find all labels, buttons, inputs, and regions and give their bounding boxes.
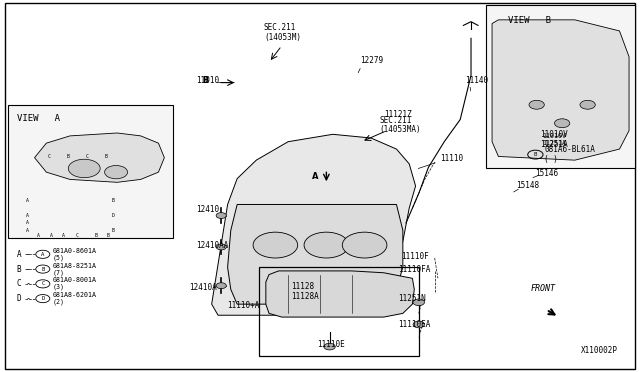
Polygon shape xyxy=(266,271,414,317)
Text: 11128
11128A: 11128 11128A xyxy=(291,282,319,301)
Circle shape xyxy=(304,232,349,258)
Text: 15148: 15148 xyxy=(516,182,540,190)
Text: SEC.211
(14053M): SEC.211 (14053M) xyxy=(264,23,301,42)
Text: A: A xyxy=(26,228,28,233)
Text: FRONT: FRONT xyxy=(531,284,556,293)
Text: 11110EA: 11110EA xyxy=(397,320,430,329)
Text: VIEW   A: VIEW A xyxy=(17,114,60,123)
Text: B: B xyxy=(105,154,108,159)
Polygon shape xyxy=(228,205,403,304)
Text: 11110+A: 11110+A xyxy=(228,301,260,311)
Text: 081A8-8251A
(7): 081A8-8251A (7) xyxy=(52,263,97,276)
Text: A: A xyxy=(50,233,52,238)
Circle shape xyxy=(413,299,424,306)
Circle shape xyxy=(580,100,595,109)
Bar xyxy=(8,105,173,238)
Text: A: A xyxy=(26,213,28,218)
Text: 11110E: 11110E xyxy=(317,340,344,349)
Text: C -: C - xyxy=(17,279,31,288)
Text: B: B xyxy=(111,198,115,203)
Text: 12279: 12279 xyxy=(360,56,383,65)
Text: B: B xyxy=(94,233,97,238)
Text: 11121Z: 11121Z xyxy=(384,109,412,119)
Text: 11251N: 11251N xyxy=(397,294,426,303)
Text: 11110: 11110 xyxy=(440,154,463,163)
Bar xyxy=(259,267,419,356)
Text: A: A xyxy=(26,198,28,203)
Text: 081A0-8601A
(5): 081A0-8601A (5) xyxy=(52,248,97,261)
Text: B: B xyxy=(111,228,115,233)
Text: A: A xyxy=(41,252,44,257)
Text: B: B xyxy=(67,154,70,159)
Text: 081A0-8001A
(3): 081A0-8001A (3) xyxy=(52,278,97,290)
Text: 11010V
11251A: 11010V 11251A xyxy=(541,133,566,146)
Text: D: D xyxy=(41,296,44,301)
Text: A: A xyxy=(312,172,318,181)
Bar xyxy=(486,5,636,167)
Text: 11110F: 11110F xyxy=(401,251,429,261)
Text: C: C xyxy=(75,233,78,238)
Text: 11110FA: 11110FA xyxy=(397,264,430,273)
Text: X110002P: X110002P xyxy=(581,346,618,355)
Text: 12410: 12410 xyxy=(196,205,219,215)
Text: SEC.211
(14053MA): SEC.211 (14053MA) xyxy=(380,116,421,134)
Polygon shape xyxy=(492,20,629,160)
Text: B: B xyxy=(534,152,537,157)
Text: VIEW   B: VIEW B xyxy=(508,16,551,25)
Text: A: A xyxy=(26,221,28,225)
Text: 15146: 15146 xyxy=(536,169,559,177)
Text: A -: A - xyxy=(17,250,31,259)
Text: B: B xyxy=(107,233,110,238)
Circle shape xyxy=(216,244,227,250)
Text: C: C xyxy=(48,154,51,159)
Text: 12410AA: 12410AA xyxy=(196,241,228,250)
Circle shape xyxy=(342,232,387,258)
Text: D -: D - xyxy=(17,294,31,303)
Text: 11140: 11140 xyxy=(465,76,488,85)
Text: C: C xyxy=(86,154,89,159)
Circle shape xyxy=(413,321,424,328)
Text: A: A xyxy=(37,233,40,238)
Circle shape xyxy=(104,166,127,179)
Polygon shape xyxy=(35,133,164,182)
Text: 081A8-6201A
(2): 081A8-6201A (2) xyxy=(52,292,97,305)
Circle shape xyxy=(324,343,335,350)
Text: 12410A: 12410A xyxy=(189,283,217,292)
Text: A: A xyxy=(62,233,65,238)
Circle shape xyxy=(253,232,298,258)
Text: 081A6-BL61A
( ): 081A6-BL61A ( ) xyxy=(544,145,595,164)
Polygon shape xyxy=(212,134,415,315)
Circle shape xyxy=(216,283,227,289)
Text: 11010: 11010 xyxy=(196,76,219,85)
Circle shape xyxy=(554,119,570,128)
Text: B: B xyxy=(202,76,209,85)
Circle shape xyxy=(529,100,544,109)
Text: 11010V
11251A: 11010V 11251A xyxy=(540,131,568,149)
Circle shape xyxy=(68,159,100,178)
Text: B -: B - xyxy=(17,264,31,273)
Text: B: B xyxy=(41,267,44,272)
Text: C: C xyxy=(41,281,44,286)
Text: D: D xyxy=(111,213,115,218)
Circle shape xyxy=(216,212,227,218)
